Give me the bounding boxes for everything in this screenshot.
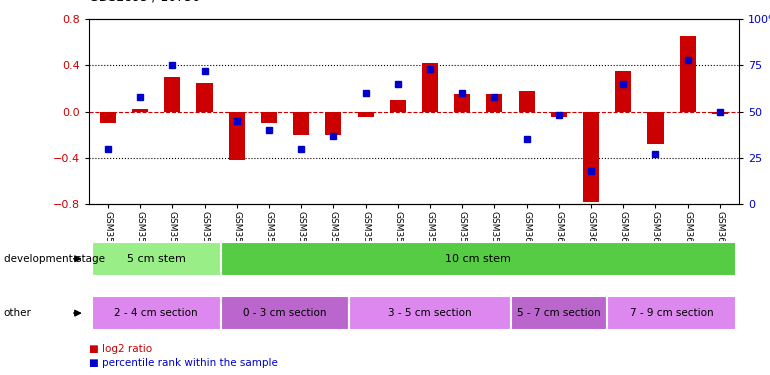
Text: ■ percentile rank within the sample: ■ percentile rank within the sample: [89, 357, 277, 368]
Bar: [680, 36, 696, 112]
Text: development stage: development stage: [4, 254, 105, 264]
Bar: [132, 109, 148, 112]
Text: 3 - 5 cm section: 3 - 5 cm section: [388, 308, 472, 318]
Bar: [454, 94, 470, 112]
Bar: [390, 100, 406, 112]
Bar: [711, 112, 728, 114]
Bar: [487, 94, 503, 112]
Bar: [422, 63, 438, 112]
Bar: [164, 77, 180, 112]
Text: 5 - 7 cm section: 5 - 7 cm section: [517, 308, 601, 318]
Bar: [261, 112, 277, 123]
Text: 7 - 9 cm section: 7 - 9 cm section: [630, 308, 713, 318]
Bar: [100, 112, 116, 123]
Text: other: other: [4, 308, 32, 318]
Bar: [196, 82, 213, 112]
Text: 2 - 4 cm section: 2 - 4 cm section: [115, 308, 198, 318]
Text: GDS2895 / 10750: GDS2895 / 10750: [89, 0, 199, 4]
Bar: [325, 112, 341, 135]
Text: ■ log2 ratio: ■ log2 ratio: [89, 344, 152, 354]
Bar: [648, 112, 664, 144]
Bar: [615, 71, 631, 112]
Text: 10 cm stem: 10 cm stem: [445, 254, 511, 264]
Bar: [518, 91, 534, 112]
Bar: [551, 112, 567, 117]
Bar: [357, 112, 373, 117]
Bar: [583, 112, 599, 202]
Text: 0 - 3 cm section: 0 - 3 cm section: [243, 308, 326, 318]
Bar: [293, 112, 310, 135]
Text: 5 cm stem: 5 cm stem: [127, 254, 186, 264]
Bar: [229, 112, 245, 160]
